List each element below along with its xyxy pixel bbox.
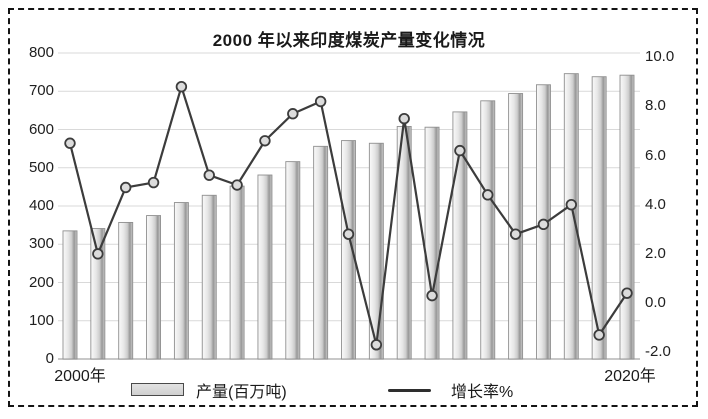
bar-2011 bbox=[368, 142, 384, 360]
growth-marker-2005 bbox=[203, 169, 215, 181]
growth-marker-2010 bbox=[342, 228, 355, 240]
bar-2015 bbox=[480, 100, 496, 360]
left-axis-tick-label: 0 bbox=[45, 350, 54, 367]
legend-bar-swatch bbox=[131, 383, 184, 396]
chart-title: 2000 年以来印度煤炭产量变化情况 bbox=[212, 31, 486, 50]
bar-2003 bbox=[146, 215, 162, 360]
bar-2008 bbox=[285, 161, 301, 360]
legend-line-label: 增长率% bbox=[451, 384, 514, 401]
bar-2019 bbox=[591, 76, 607, 360]
left-axis-tick-label: 200 bbox=[28, 273, 54, 291]
right-axis-tick-label: 0.0 bbox=[645, 294, 666, 311]
growth-marker-2013 bbox=[426, 289, 438, 302]
growth-marker-2020 bbox=[621, 287, 633, 299]
growth-marker-2007 bbox=[259, 135, 271, 147]
bar-2000 bbox=[62, 230, 78, 360]
growth-marker-2018 bbox=[565, 198, 578, 211]
growth-marker-2009 bbox=[314, 95, 327, 108]
growth-marker-2017 bbox=[537, 218, 550, 231]
right-axis-tick-label: -2.0 bbox=[645, 343, 671, 361]
growth-marker-2003 bbox=[147, 176, 160, 189]
bar-2002 bbox=[118, 221, 134, 360]
growth-marker-2015 bbox=[482, 189, 494, 201]
left-axis-tick-label: 500 bbox=[28, 158, 54, 176]
bar-2004 bbox=[173, 202, 189, 360]
left-axis-tick-label: 300 bbox=[28, 235, 54, 253]
left-axis-tick-label: 600 bbox=[28, 120, 54, 138]
growth-marker-2008 bbox=[287, 108, 299, 120]
growth-marker-2011 bbox=[370, 339, 383, 351]
bar-2009 bbox=[313, 145, 329, 360]
growth-marker-2016 bbox=[509, 228, 522, 240]
x-axis-label-last: 2020年 bbox=[604, 368, 656, 385]
line-group bbox=[64, 80, 633, 351]
growth-marker-2002 bbox=[119, 181, 132, 194]
growth-marker-2019 bbox=[593, 329, 605, 341]
right-axis-tick-label: 2.0 bbox=[645, 244, 666, 262]
left-axis-tick-label: 100 bbox=[28, 311, 54, 329]
bar-2016 bbox=[508, 93, 524, 360]
right-axis-tick-label: 10.0 bbox=[645, 48, 675, 66]
bar-2007 bbox=[257, 174, 273, 360]
bar-2001 bbox=[90, 228, 106, 360]
bar-2018 bbox=[563, 73, 579, 360]
growth-marker-2001 bbox=[92, 248, 104, 260]
bars-group bbox=[62, 73, 635, 360]
x-axis-label-first: 2000年 bbox=[54, 368, 106, 385]
growth-marker-2000 bbox=[64, 137, 76, 149]
left-axis-tick-label: 800 bbox=[28, 44, 54, 61]
bar-2005 bbox=[201, 194, 217, 360]
legend-bar-label: 产量(百万吨) bbox=[196, 384, 287, 401]
growth-marker-2014 bbox=[454, 144, 466, 157]
growth-marker-2012 bbox=[398, 112, 410, 125]
growth-marker-2006 bbox=[231, 179, 243, 191]
right-axis-tick-label: 4.0 bbox=[645, 195, 666, 213]
bar-2013 bbox=[424, 126, 440, 360]
bar-2006 bbox=[229, 185, 245, 360]
left-axis-tick-label: 400 bbox=[28, 197, 54, 214]
bar-2010 bbox=[341, 140, 356, 360]
left-axis-tick-label: 700 bbox=[28, 82, 54, 100]
bar-2020 bbox=[619, 74, 635, 360]
legend-line-swatch bbox=[388, 389, 431, 392]
right-axis-tick-label: 8.0 bbox=[645, 97, 666, 115]
growth-marker-2004 bbox=[175, 80, 188, 93]
right-axis-tick-label: 6.0 bbox=[645, 146, 666, 164]
